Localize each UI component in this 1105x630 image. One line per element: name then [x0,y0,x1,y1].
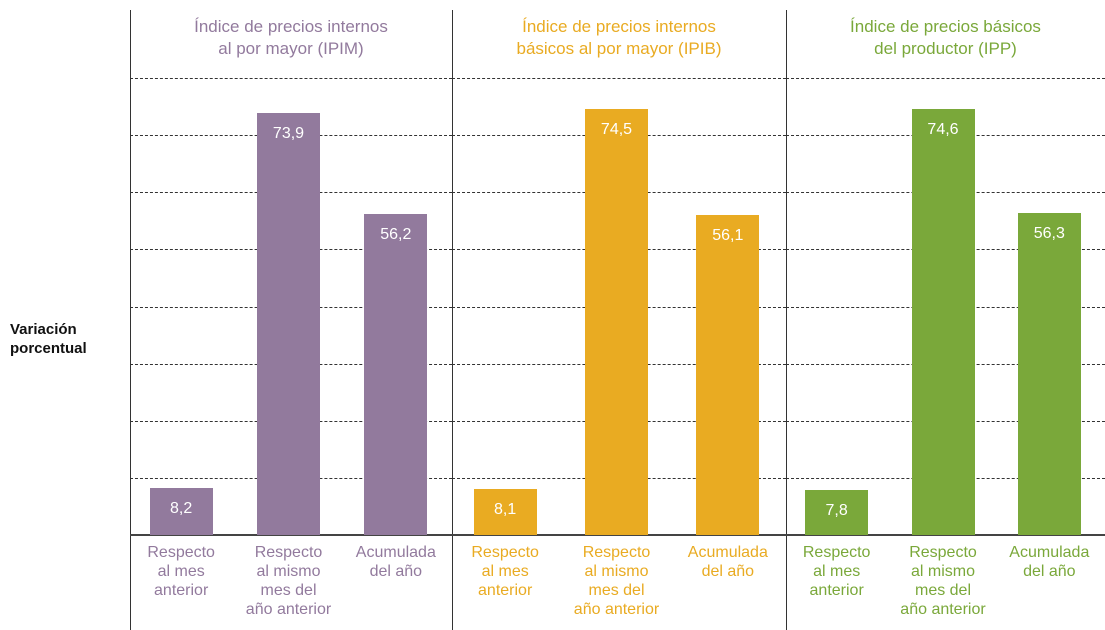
bar [257,112,320,535]
grid-line [786,78,1105,79]
x-tick-label: Acumulada del año [687,544,768,580]
value-label: 73,9 [272,124,305,142]
value-label: 56,2 [380,225,412,243]
value-label: 8,2 [170,500,193,518]
panel-divider [452,10,453,630]
bar [149,488,213,535]
axis-line [130,534,452,536]
axis-line [452,534,786,536]
grid-line [452,78,786,79]
bar [805,490,869,535]
value-label: 8,1 [494,500,517,518]
panel-divider [786,10,787,630]
x-tick-label: Acumulada del año [355,544,436,580]
x-tick-label: Acumulada del año [1009,544,1090,580]
bar [1017,213,1081,535]
value-label: 56,1 [712,226,744,244]
value-label: 74,5 [600,121,633,139]
axis-line [786,534,1105,536]
bar [473,488,537,535]
bar [585,109,648,535]
bar [696,214,760,535]
x-tick-label: Respecto al mes anterior [802,544,871,599]
value-label: 7,8 [825,502,848,520]
grid-line [130,78,452,79]
x-tick-label: Respecto al mes anterior [147,544,215,599]
bar [364,213,428,535]
panel-divider [130,10,131,630]
panel-title: Índice de precios básicos del productor … [850,17,1041,58]
value-label: 56,3 [1033,225,1065,243]
panel-title: Índice de precios internos básicos al po… [516,17,722,58]
bar [911,108,975,535]
x-tick-label: Respecto al mismo mes del año anterior [245,544,332,618]
x-tick-label: Respecto al mismo mes del año anterior [573,544,660,618]
x-tick-label: Respecto al mismo mes del año anterior [900,544,986,618]
panel-title: Índice de precios internos al por mayor … [194,17,388,58]
y-axis-label: Variación porcentual [10,321,87,357]
x-tick-label: Respecto al mes anterior [471,544,539,599]
value-label: 74,6 [927,120,959,138]
